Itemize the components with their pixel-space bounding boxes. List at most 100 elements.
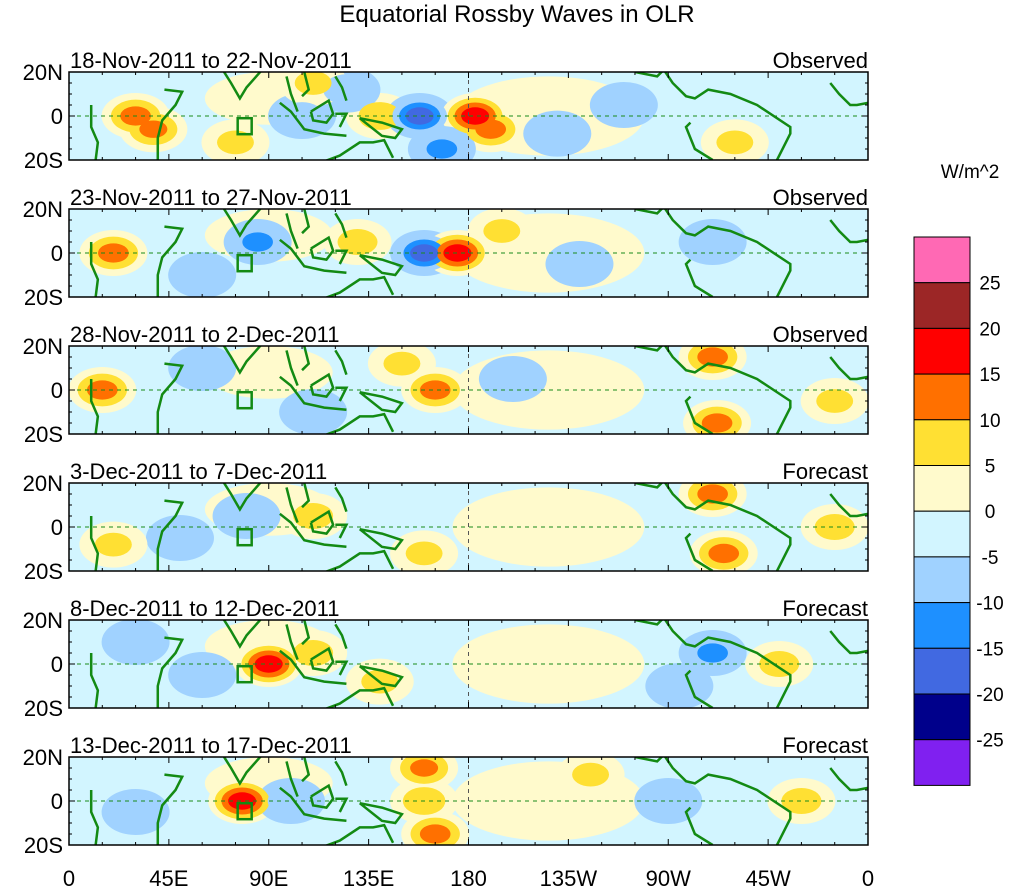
map-panel: 20N 0 20S 13-Dec-2011 to 17-Dec-2011 Forecas… xyxy=(23,733,869,858)
coastline xyxy=(301,209,311,235)
coastline xyxy=(684,121,714,160)
olr-anomaly-contour xyxy=(217,130,254,155)
olr-anomaly-contour xyxy=(178,659,226,691)
coastline xyxy=(684,258,714,297)
coastline xyxy=(324,138,395,160)
panel-period: 28-Nov-2011 to 2-Dec-2011 xyxy=(70,322,339,347)
coastline xyxy=(156,362,185,434)
coastline xyxy=(285,76,299,113)
olr-anomaly-contour xyxy=(358,102,401,130)
coastline xyxy=(279,238,347,275)
colorbar-swatch xyxy=(913,236,971,284)
olr-anomaly-contour xyxy=(94,532,132,557)
coastline xyxy=(335,523,349,539)
lon-label: 135W xyxy=(540,866,598,890)
region-box xyxy=(236,527,253,547)
coastline xyxy=(89,105,100,160)
colorbar-swatch xyxy=(913,647,971,695)
lon-label: 90W xyxy=(646,866,691,890)
region-box xyxy=(236,253,253,273)
coastline xyxy=(324,549,395,571)
coastline xyxy=(684,532,714,571)
olr-anomaly-contour xyxy=(649,789,687,813)
olr-anomaly-contour xyxy=(156,522,204,554)
coastline xyxy=(829,356,868,381)
map-panel: 20N 0 20S 23-Nov-2011 to 27-Nov-2011 Observe… xyxy=(23,185,869,310)
coastline xyxy=(309,235,335,261)
coastline xyxy=(309,509,335,535)
colorbar-swatch xyxy=(913,739,971,786)
coastline xyxy=(309,646,335,672)
lat-label: 20S xyxy=(24,285,63,310)
coastline xyxy=(285,350,299,387)
olr-anomaly-contour xyxy=(716,130,754,155)
olr-anomaly-contour xyxy=(426,139,458,159)
olr-anomaly-contour xyxy=(816,389,854,413)
lat-label: 20N xyxy=(23,197,63,222)
panel-type: Observed xyxy=(773,322,868,347)
colorbar-swatch xyxy=(913,327,971,375)
olr-anomaly-contour xyxy=(478,356,547,402)
colorbar-swatch xyxy=(913,419,971,466)
coastline xyxy=(285,487,299,524)
coastline xyxy=(301,757,311,783)
colorbar-label: 20 xyxy=(979,319,1000,340)
coastline xyxy=(829,219,868,244)
olr-anomaly-contour xyxy=(225,502,268,530)
coastline xyxy=(684,669,714,708)
lat-label: 0 xyxy=(51,104,63,129)
olr-anomaly-contour xyxy=(383,351,421,376)
panel-period: 8-Dec-2011 to 12-Dec-2011 xyxy=(70,596,339,621)
coastline xyxy=(279,101,347,138)
coastline xyxy=(334,349,348,375)
coastline xyxy=(222,209,262,238)
olr-anomaly-contour xyxy=(293,503,334,529)
coastline xyxy=(634,757,792,845)
coastline xyxy=(222,483,262,512)
lat-label: 20S xyxy=(24,559,63,584)
coastline xyxy=(334,486,348,512)
colorbar-label: -10 xyxy=(976,594,1003,615)
olr-anomaly-contour xyxy=(98,243,129,263)
coastline xyxy=(285,624,299,661)
coastline xyxy=(156,773,185,845)
lon-label: 180 xyxy=(450,866,487,890)
olr-anomaly-contour xyxy=(291,398,335,426)
colorbar-swatch xyxy=(913,602,971,649)
olr-anomaly-contour xyxy=(483,219,521,243)
lon-label: 0 xyxy=(63,866,75,890)
coastline xyxy=(285,761,299,798)
olr-anomaly-contour xyxy=(697,347,728,367)
coastline xyxy=(634,483,792,571)
olr-anomaly-contour xyxy=(294,72,332,95)
olr-anomaly-contour xyxy=(293,640,334,666)
lat-label: 20S xyxy=(24,833,63,858)
olr-anomaly-contour xyxy=(461,107,490,125)
coastline xyxy=(222,72,262,101)
coastline xyxy=(335,797,349,813)
coastline xyxy=(358,664,404,688)
coastline xyxy=(222,620,262,649)
colorbar-swatch xyxy=(913,282,971,329)
coastline xyxy=(301,483,311,509)
olr-anomaly-contour xyxy=(405,107,434,125)
olr-anomaly-contour xyxy=(475,119,507,139)
lat-label: 0 xyxy=(51,378,63,403)
colorbar-label: 5 xyxy=(985,457,996,478)
lat-label: 20S xyxy=(24,422,63,447)
coastline xyxy=(829,493,868,518)
olr-anomaly-contour xyxy=(267,785,315,817)
colorbar-swatch xyxy=(913,465,971,512)
coastline xyxy=(358,801,404,825)
lon-label: 135E xyxy=(343,866,394,890)
panel-type: Observed xyxy=(773,185,868,210)
olr-anomaly-contour xyxy=(538,121,576,146)
olr-anomaly-contour xyxy=(759,651,800,677)
colorbar-swatch xyxy=(913,693,971,741)
panel-type: Forecast xyxy=(782,596,868,621)
coastline xyxy=(309,98,335,124)
region-box xyxy=(236,116,253,136)
coastline xyxy=(222,346,262,375)
coastline xyxy=(334,760,348,786)
